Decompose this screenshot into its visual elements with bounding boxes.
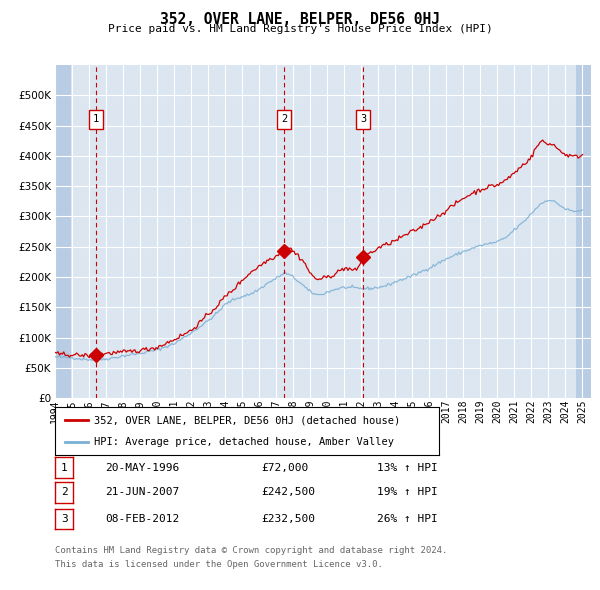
Text: 1: 1: [61, 463, 68, 473]
Text: 21-JUN-2007: 21-JUN-2007: [105, 487, 179, 497]
Text: £72,000: £72,000: [261, 463, 308, 473]
Text: £232,500: £232,500: [261, 514, 315, 524]
Text: 3: 3: [360, 114, 366, 124]
Text: 2: 2: [281, 114, 287, 124]
Text: 08-FEB-2012: 08-FEB-2012: [105, 514, 179, 524]
FancyBboxPatch shape: [356, 110, 370, 129]
Text: 13% ↑ HPI: 13% ↑ HPI: [377, 463, 437, 473]
Text: £242,500: £242,500: [261, 487, 315, 497]
Text: This data is licensed under the Open Government Licence v3.0.: This data is licensed under the Open Gov…: [55, 560, 383, 569]
Text: 1: 1: [92, 114, 99, 124]
Text: 20-MAY-1996: 20-MAY-1996: [105, 463, 179, 473]
Text: 352, OVER LANE, BELPER, DE56 0HJ (detached house): 352, OVER LANE, BELPER, DE56 0HJ (detach…: [94, 415, 400, 425]
Bar: [575, 65, 591, 398]
FancyBboxPatch shape: [89, 110, 103, 129]
Text: Contains HM Land Registry data © Crown copyright and database right 2024.: Contains HM Land Registry data © Crown c…: [55, 546, 448, 555]
Text: 352, OVER LANE, BELPER, DE56 0HJ: 352, OVER LANE, BELPER, DE56 0HJ: [160, 12, 440, 27]
Text: Price paid vs. HM Land Registry's House Price Index (HPI): Price paid vs. HM Land Registry's House …: [107, 24, 493, 34]
Text: 26% ↑ HPI: 26% ↑ HPI: [377, 514, 437, 524]
Text: 2: 2: [61, 487, 68, 497]
FancyBboxPatch shape: [277, 110, 292, 129]
Bar: [55, 65, 71, 398]
Text: 3: 3: [61, 514, 68, 524]
Text: 19% ↑ HPI: 19% ↑ HPI: [377, 487, 437, 497]
Text: HPI: Average price, detached house, Amber Valley: HPI: Average price, detached house, Ambe…: [94, 437, 394, 447]
